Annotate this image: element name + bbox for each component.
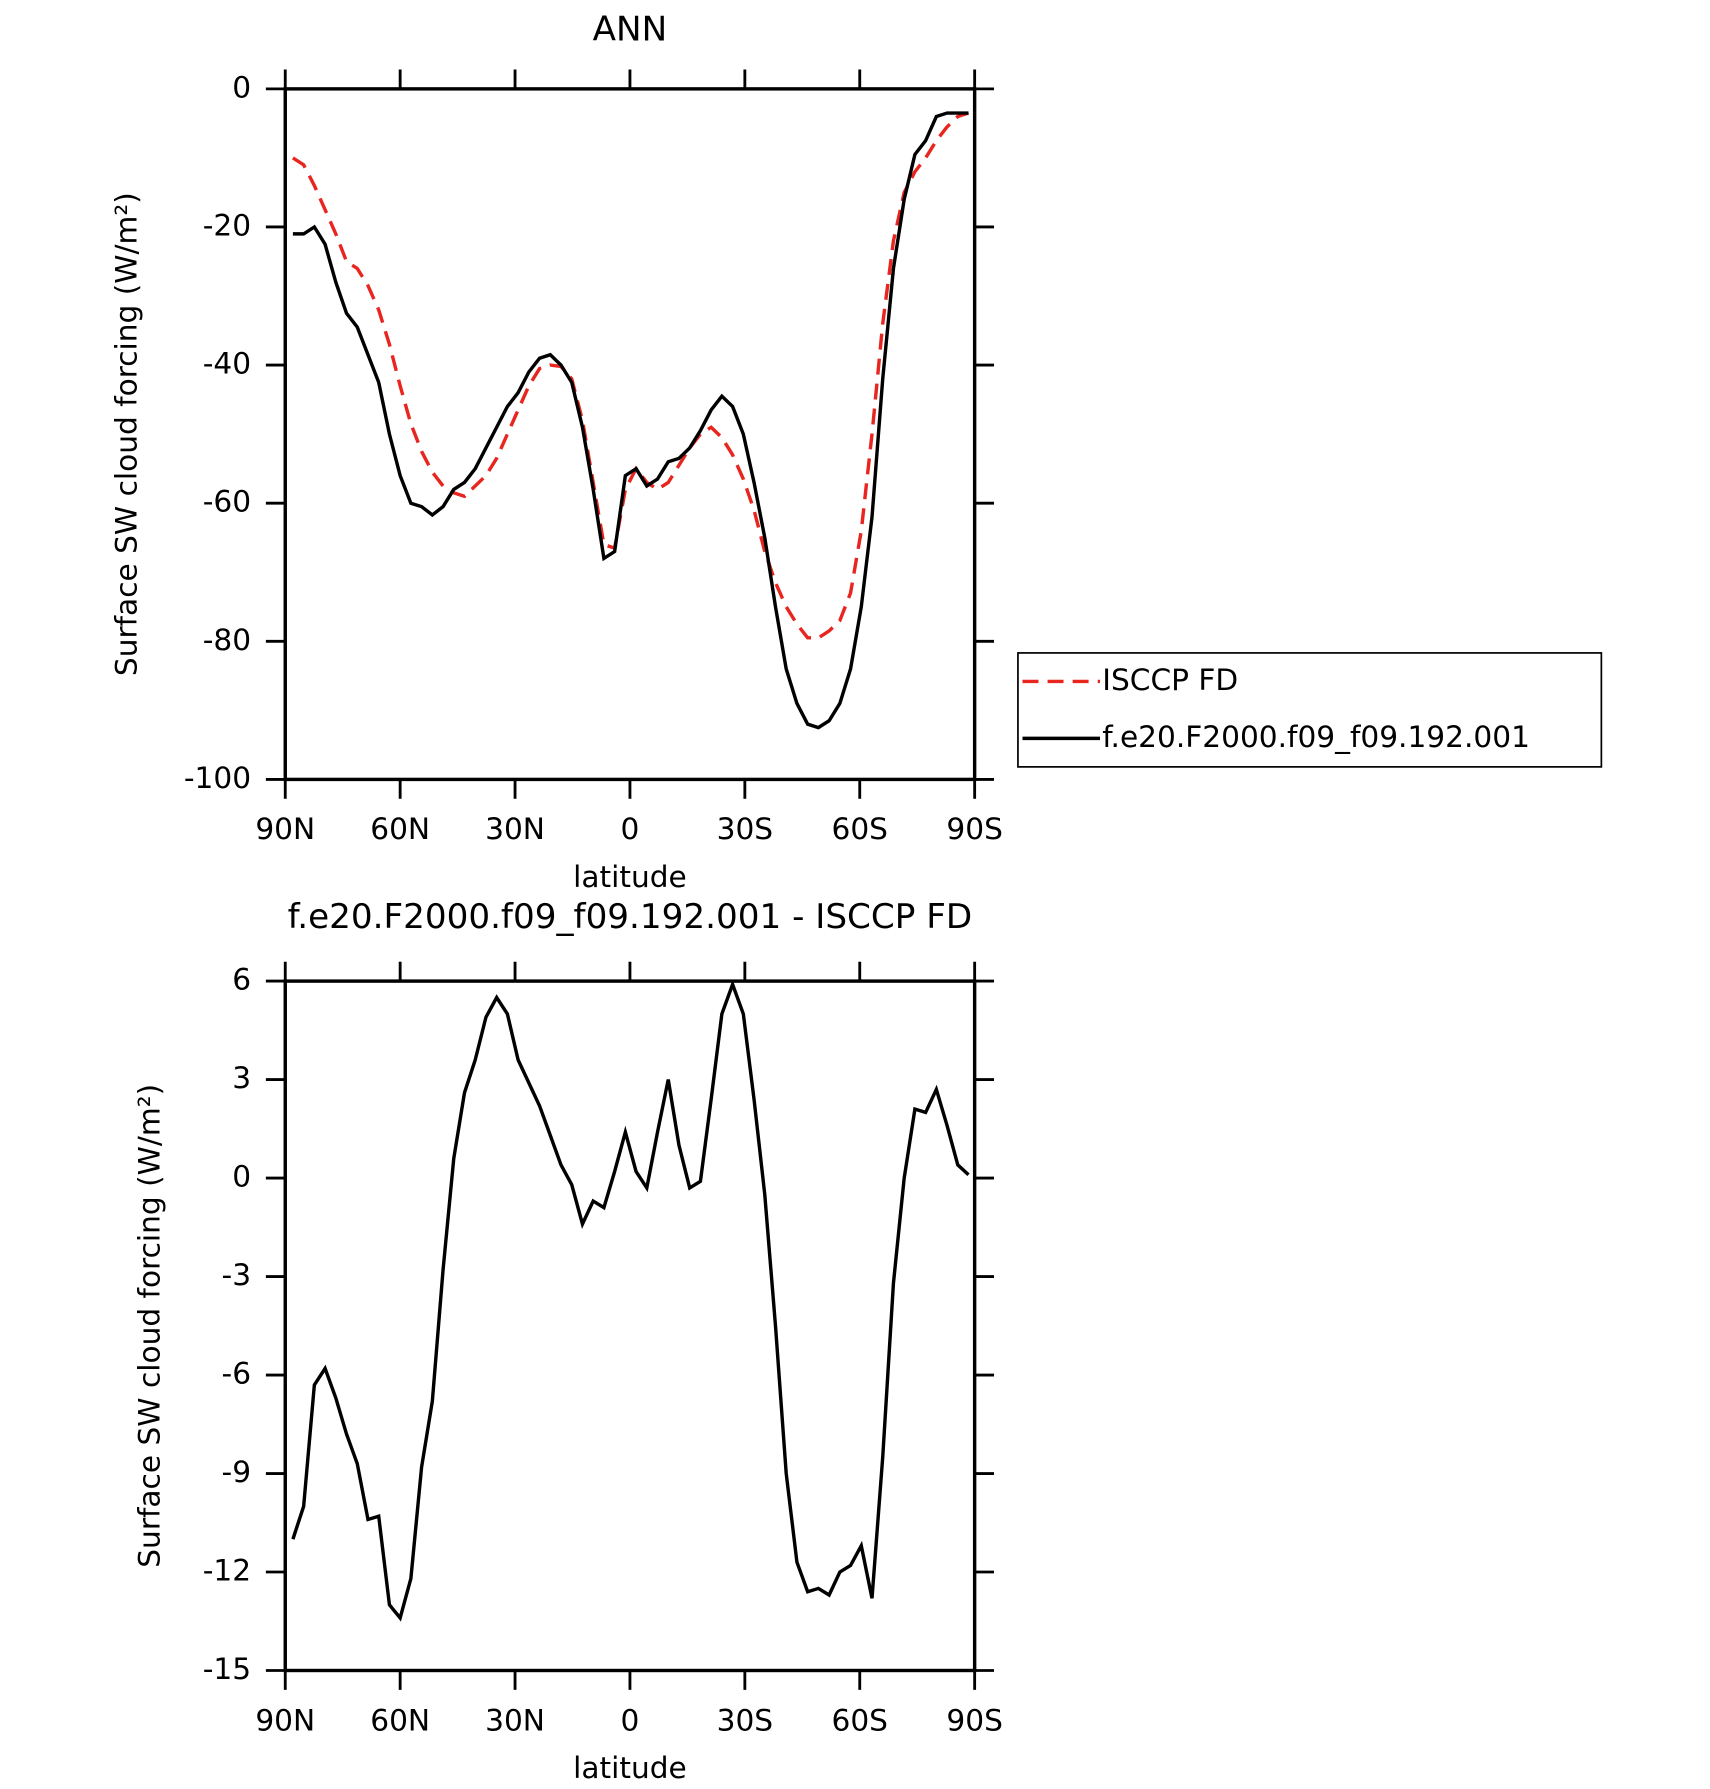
legend-label: ISCCP FD [1102,663,1238,697]
y-tick-label: -3 [222,1258,252,1292]
x-tick-label: 60N [370,812,430,846]
y-tick-label: -9 [222,1455,252,1489]
series-line [291,111,970,640]
x-tick-label: 60S [832,812,888,846]
y-tick-label: -20 [203,208,251,242]
x-axis-label: latitude [573,860,687,894]
x-tick-label: 0 [621,812,640,846]
x-tick-label: 60N [370,1703,430,1737]
series-line [292,111,969,730]
y-tick-label: -60 [203,485,251,519]
x-tick-label: 30N [485,812,545,846]
y-axis-label: Surface SW cloud forcing (W/m²) [110,192,144,676]
x-tick-label: 0 [621,1703,640,1737]
y-tick-label: -100 [184,761,251,795]
y-tick-label: -6 [222,1357,252,1391]
x-tick-label: 30S [717,1703,773,1737]
legend-box [1017,652,1603,768]
x-tick-label: 60S [832,1703,888,1737]
y-tick-label: 3 [232,1061,251,1095]
series-line [291,979,970,1622]
chart-title: ANN [593,9,668,49]
x-tick-label: 30S [717,812,773,846]
y-tick-label: 0 [232,70,251,104]
x-axis-label: latitude [573,1751,687,1785]
legend-label: f.e20.F2000.f09_f09.192.001 [1102,720,1530,754]
y-axis-label: Surface SW cloud forcing (W/m²) [132,1084,166,1568]
x-tick-label: 90S [946,812,1002,846]
y-tick-label: 6 [232,963,251,997]
plot-frame [283,979,977,1673]
chart-title: f.e20.F2000.f09_f09.192.001 - ISCCP FD [288,897,973,937]
x-tick-label: 30N [485,1703,545,1737]
y-tick-label: -40 [203,347,251,381]
x-tick-label: 90N [255,812,315,846]
y-tick-label: -12 [203,1554,251,1588]
x-tick-label: 90S [946,1703,1002,1737]
x-tick-label: 90N [255,1703,315,1737]
y-tick-label: -80 [203,623,251,657]
y-tick-label: 0 [232,1160,251,1194]
y-tick-label: -15 [203,1652,251,1686]
